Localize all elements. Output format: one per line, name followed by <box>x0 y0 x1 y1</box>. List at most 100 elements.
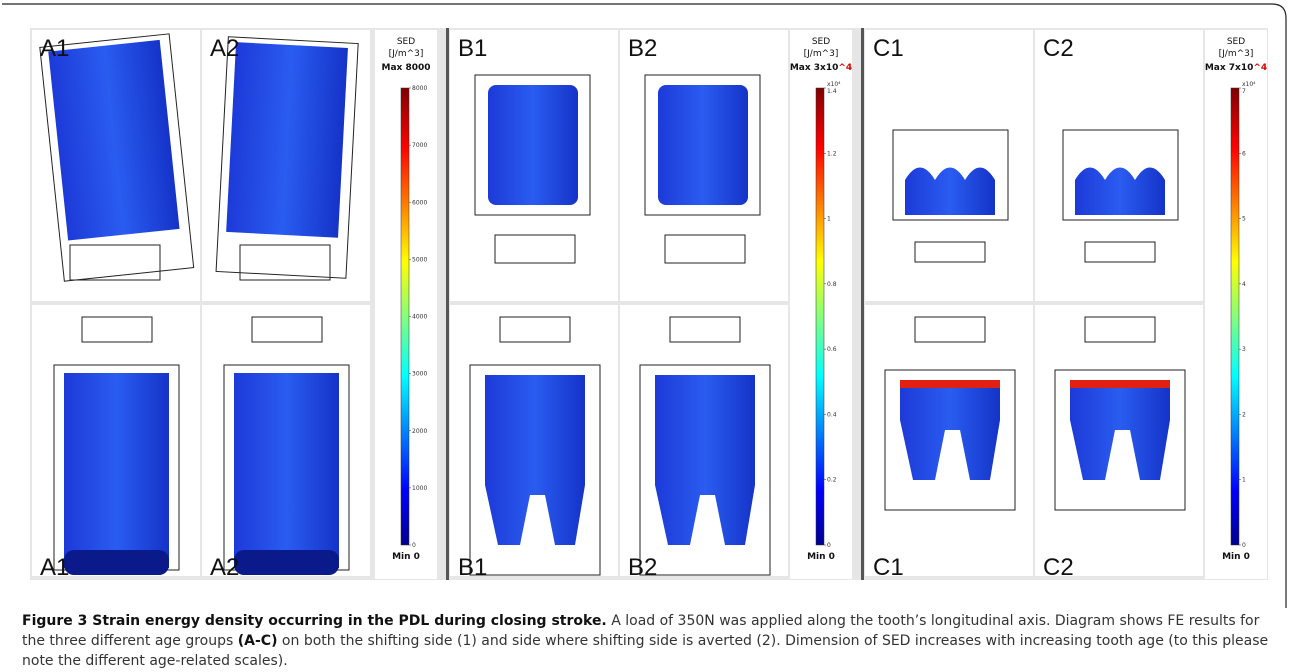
mesh-outline <box>69 244 161 281</box>
colorbar-min: Min 0 <box>392 552 420 562</box>
colorbar-max: Max 8000 <box>381 63 430 73</box>
mesh-outline <box>884 369 1016 511</box>
panel-label: B2 <box>628 554 657 581</box>
colorbar-tick-label: 3 <box>1242 346 1246 353</box>
mesh-outline <box>81 316 153 343</box>
tooth-result <box>1070 380 1170 480</box>
colorbar-title: SED <box>1227 37 1245 47</box>
high-stress <box>900 380 1000 388</box>
mesh-outline <box>39 33 195 282</box>
tooth-result <box>658 85 748 205</box>
panel-label: C1 <box>873 35 904 62</box>
colorbar-title: SED <box>397 37 415 47</box>
colorbar-tick-label: 4 <box>1242 281 1246 288</box>
tooth-result <box>64 373 169 568</box>
colorbar-tick-label: 0.8 <box>827 281 837 288</box>
panel-label: C1 <box>873 554 904 581</box>
tooth-result <box>226 42 348 238</box>
caption: Figure 3 Strain energy density occurring… <box>22 611 1272 671</box>
group-divider <box>861 28 864 580</box>
tooth-result <box>48 39 180 241</box>
mesh-outline <box>469 364 601 576</box>
panel-label: C2 <box>1043 554 1074 581</box>
panel-label: A1 <box>40 35 69 62</box>
mesh-outline <box>639 364 771 576</box>
tooth-result <box>900 380 1000 480</box>
panel-label: A2 <box>210 35 239 62</box>
panel-label: A2 <box>210 554 239 581</box>
mesh-outline <box>1062 129 1179 221</box>
colorbar-min: Min 0 <box>807 552 835 562</box>
high-stress <box>1070 380 1170 388</box>
colorbar-tick-label: 0.4 <box>827 411 837 418</box>
mesh-outline <box>664 234 746 264</box>
colorbar-max: Max 7x10^4 <box>1205 63 1267 73</box>
colorbar-tick-label: 1000 <box>412 485 427 492</box>
tooth-result <box>655 375 755 545</box>
panel <box>1035 305 1203 576</box>
colorbar-tick-label: 7000 <box>412 142 427 149</box>
colorbar-exponent: x10⁴ <box>1242 81 1256 88</box>
colorbar-tick-label: 2000 <box>412 428 427 435</box>
colorbar-tick-label: 5000 <box>412 256 427 263</box>
colorbar-min: Min 0 <box>1222 552 1250 562</box>
caption-ref: (A-C) <box>237 633 278 649</box>
tooth-result <box>488 85 578 205</box>
mesh-outline <box>474 74 591 216</box>
tooth-result <box>234 373 339 568</box>
colorbar-max-exponent: ^4 <box>1253 63 1267 73</box>
tooth-result <box>485 375 585 545</box>
mesh-outline <box>1084 241 1156 263</box>
panel-label: B2 <box>628 35 657 62</box>
colorbar-max-exponent: ^4 <box>838 63 852 73</box>
mesh-outline <box>1054 369 1186 511</box>
colorbar-tick-label: 0 <box>412 542 416 549</box>
panel <box>865 305 1033 576</box>
colorbar <box>400 87 410 546</box>
panel-label: B1 <box>458 554 487 581</box>
colorbar-tick-label: 1 <box>827 216 831 223</box>
colorbar-unit: [J/m^3] <box>1219 49 1254 59</box>
mesh-outline <box>892 129 1009 221</box>
colorbar-tick-label: 1.4 <box>827 88 837 95</box>
colorbar-tick-label: 7 <box>1242 88 1246 95</box>
tooth-result <box>905 167 995 215</box>
mesh-outline <box>251 316 323 343</box>
colorbar-tick-label: 1.2 <box>827 150 837 157</box>
caption-text: on both the shifting side (1) and side w… <box>22 633 1269 669</box>
colorbar-unit: [J/m^3] <box>804 49 839 59</box>
colorbar-unit: [J/m^3] <box>389 49 424 59</box>
figure: A1 A1 A2 A2 SED [J/m^3] Max 8000 0 1000 2000 3000 4… <box>2 3 1287 608</box>
frame <box>2 3 1287 608</box>
colorbar-max: Max 3x10^4 <box>790 63 852 73</box>
colorbar-max: Max 7x10 <box>1205 63 1254 73</box>
colorbar-tick-label: 6000 <box>412 199 427 206</box>
mesh-outline <box>914 241 986 263</box>
colorbar-tick-label: 0 <box>827 542 831 549</box>
root-tips <box>64 550 169 575</box>
colorbar-tick-label: 8000 <box>412 85 427 92</box>
mesh-outline <box>494 234 576 264</box>
mesh-outline <box>914 316 986 343</box>
group-divider <box>446 28 449 580</box>
colorbar-tick-label: 6 <box>1242 150 1246 157</box>
panel-label: B1 <box>458 35 487 62</box>
mesh-outline <box>499 316 571 343</box>
caption-title: Figure 3 Strain energy density occurring… <box>22 613 607 629</box>
colorbar <box>815 87 825 546</box>
colorbar-max: Max 3x10 <box>790 63 839 73</box>
mesh-outline <box>239 244 331 281</box>
colorbar-max: Max 8000 <box>381 63 430 73</box>
colorbar-tick-label: 1 <box>1242 477 1246 484</box>
root-tips <box>234 550 339 575</box>
colorbar-tick-label: 5 <box>1242 216 1246 223</box>
colorbar <box>1230 87 1240 546</box>
colorbar-tick-label: 0 <box>1242 542 1246 549</box>
caption-text: A load of 350N was applied along the too… <box>22 613 1260 649</box>
colorbar-tick-label: 4000 <box>412 314 427 321</box>
colorbar-title: SED <box>812 37 830 47</box>
mesh-outline <box>669 316 741 343</box>
colorbar-exponent: x10⁴ <box>827 81 841 88</box>
colorbar-tick-label: 0.6 <box>827 346 837 353</box>
mesh-outline <box>215 36 359 279</box>
